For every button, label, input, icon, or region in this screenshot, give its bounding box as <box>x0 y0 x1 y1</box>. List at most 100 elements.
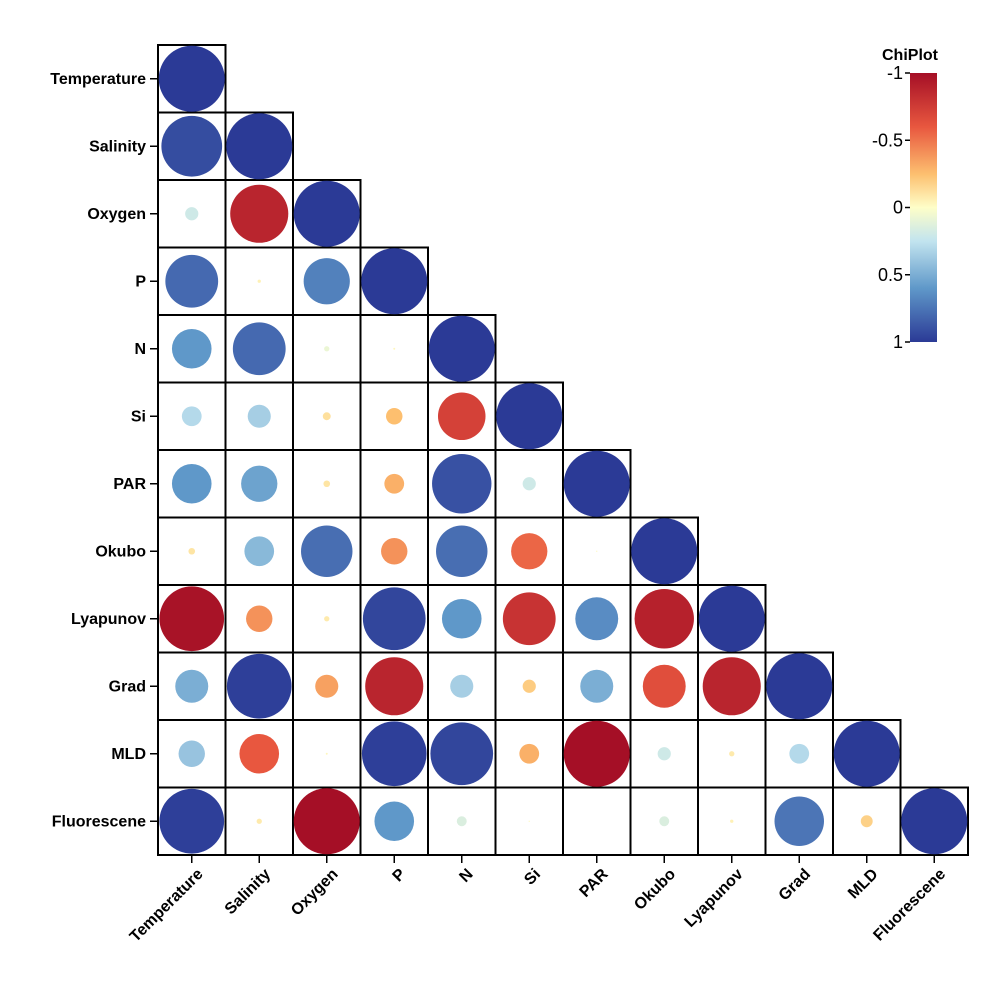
corr-point-par-si <box>522 477 536 491</box>
colorbar-title: ChiPlot <box>882 47 939 64</box>
colorbar-tick-label: 0.5 <box>878 265 903 285</box>
row-label-grad: Grad <box>109 678 146 695</box>
col-label-fluorescene: Fluorescene <box>870 866 949 945</box>
corr-point-par-p <box>384 473 405 494</box>
corr-point-salinity-salinity <box>226 113 293 180</box>
corr-point-p-temperature <box>165 254 219 308</box>
corr-point-lyapunov-par <box>575 597 619 641</box>
corr-point-mld-salinity <box>239 733 280 774</box>
corr-point-salinity-temperature <box>161 115 223 177</box>
corr-point-mld-si <box>519 743 540 764</box>
corr-point-par-n <box>432 454 492 514</box>
row-label-par: PAR <box>113 476 146 493</box>
cell-fluorescene-par <box>562 786 632 856</box>
corr-point-mld-par <box>563 720 630 787</box>
corr-point-grad-par <box>580 669 614 703</box>
corr-point-par-salinity <box>241 465 278 502</box>
corr-point-fluorescene-fluorescene <box>901 788 968 855</box>
corr-point-okubo-salinity <box>244 536 275 567</box>
corr-point-par-oxygen <box>323 480 331 488</box>
corr-point-grad-lyapunov <box>702 657 761 716</box>
corr-point-n-p <box>393 347 396 350</box>
corr-point-mld-n <box>430 722 494 786</box>
col-label-grad: Grad <box>776 866 814 904</box>
column-labels: Temperature Salinity Oxygen P N Si PAR Okubo Lya… <box>127 855 949 946</box>
corr-point-mld-okubo <box>657 747 671 761</box>
col-label-okubo: Okubo <box>631 866 679 914</box>
col-label-par: PAR <box>577 865 612 900</box>
corr-point-fluorescene-temperature <box>159 788 225 854</box>
col-label-temperature: Temperature <box>127 866 207 946</box>
corr-point-lyapunov-temperature <box>159 586 225 652</box>
colorbar-tick-label: -1 <box>887 63 903 83</box>
corr-point-fluorescene-oxygen <box>293 788 360 855</box>
corr-point-mld-lyapunov <box>729 751 735 757</box>
corr-point-fluorescene-grad <box>774 796 824 846</box>
corr-point-grad-salinity <box>226 653 292 719</box>
colorbar-gradient <box>910 73 937 342</box>
col-label-mld: MLD <box>845 866 882 903</box>
cell-par-temperature <box>157 449 227 519</box>
corr-point-lyapunov-lyapunov <box>698 585 765 652</box>
corr-point-fluorescene-okubo <box>659 816 670 827</box>
corr-point-lyapunov-oxygen <box>324 616 330 622</box>
row-label-oxygen: Oxygen <box>87 206 146 223</box>
col-label-si: Si <box>521 866 544 889</box>
col-label-n: N <box>456 866 476 886</box>
col-label-salinity: Salinity <box>222 866 274 918</box>
colorbar-tick-label: 0 <box>893 198 903 218</box>
corr-point-p-oxygen <box>303 258 350 305</box>
corr-point-si-si <box>496 383 563 450</box>
col-label-p: P <box>390 866 410 886</box>
cell-p-salinity <box>224 246 294 316</box>
corr-point-oxygen-salinity <box>230 184 289 243</box>
corr-point-grad-temperature <box>175 669 209 703</box>
corr-point-grad-grad <box>766 653 833 720</box>
corr-point-p-p <box>361 248 428 315</box>
corr-point-okubo-par <box>596 550 598 552</box>
corr-point-oxygen-oxygen <box>293 180 360 247</box>
corr-point-lyapunov-p <box>362 587 426 651</box>
col-label-oxygen: Oxygen <box>288 866 342 920</box>
corr-point-p-salinity <box>257 279 261 283</box>
corr-point-fluorescene-p <box>374 801 415 842</box>
colorbar-tick-label: 1 <box>893 332 903 352</box>
corr-point-okubo-p <box>381 538 408 565</box>
corr-point-lyapunov-okubo <box>634 589 694 649</box>
colorbar: ChiPlot -1 -0.5 0 0.5 1 <box>872 47 939 352</box>
row-label-mld: MLD <box>111 746 146 763</box>
corr-point-okubo-okubo <box>631 518 698 585</box>
corr-point-okubo-temperature <box>188 547 196 555</box>
corr-point-n-salinity <box>232 322 286 376</box>
row-label-p: P <box>135 273 146 290</box>
corr-point-okubo-si <box>511 533 548 570</box>
corr-point-si-n <box>437 392 486 441</box>
row-label-salinity: Salinity <box>89 138 146 155</box>
corr-point-okubo-oxygen <box>301 525 353 577</box>
row-label-n: N <box>134 341 146 358</box>
corr-point-okubo-n <box>436 525 488 577</box>
corr-point-grad-p <box>365 657 424 716</box>
corr-point-si-p <box>386 408 403 425</box>
row-label-si: Si <box>131 408 146 425</box>
corr-point-mld-grad <box>789 743 810 764</box>
corr-point-grad-oxygen <box>315 674 339 698</box>
row-label-lyapunov: Lyapunov <box>71 611 146 628</box>
corr-point-si-salinity <box>247 404 271 428</box>
corr-point-mld-mld <box>833 720 900 787</box>
corr-point-lyapunov-salinity <box>246 605 273 632</box>
corr-point-lyapunov-si <box>502 592 556 646</box>
corr-point-grad-si <box>522 679 536 693</box>
col-label-lyapunov: Lyapunov <box>682 866 747 931</box>
matrix-cells <box>157 44 969 856</box>
corr-point-fluorescene-si <box>528 820 530 822</box>
corr-point-oxygen-temperature <box>185 207 199 221</box>
corr-point-n-oxygen <box>324 346 330 352</box>
corr-point-si-oxygen <box>322 412 331 421</box>
corr-point-mld-p <box>361 721 427 787</box>
row-label-temperature: Temperature <box>50 71 146 88</box>
corr-point-temperature-temperature <box>158 45 225 112</box>
corr-point-par-temperature <box>171 463 212 504</box>
